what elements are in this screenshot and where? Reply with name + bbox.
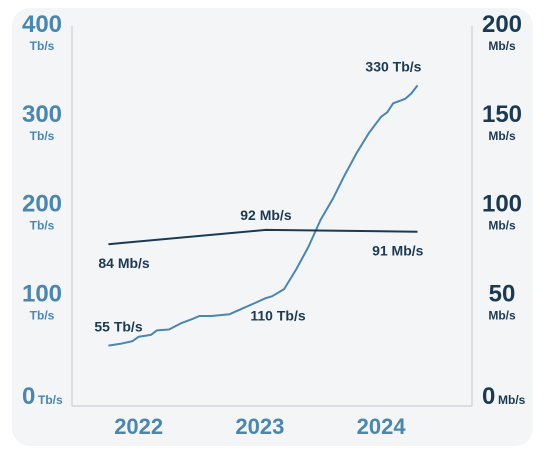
right-tick-unit-2: Mb/s [488,219,516,233]
right-tick-unit-3: Mb/s [488,129,516,143]
right-tick-num-1: 50 [489,280,516,307]
right-tick-unit-1: Mb/s [488,308,516,322]
right-tick-num-0: 0 [482,383,495,410]
left-tick-unit-0: Tb/s [38,393,63,407]
data-label-0-1: 110 Tb/s [250,307,305,323]
x-axis-ticks: 2022 2023 2024 [114,414,406,439]
data-label-1-1: 92 Mb/s [240,207,292,223]
x-tick-2022: 2022 [114,414,163,439]
data-label-1-2: 91 Mb/s [372,243,424,259]
chart-card [12,8,533,446]
series-line-0 [108,84,419,347]
right-tick-num-3: 150 [482,101,522,128]
data-label-0-0: 55 Tb/s [94,319,142,335]
right-tick-unit-4: Mb/s [488,39,516,53]
left-tick-unit-2: Tb/s [30,219,55,233]
left-tick-unit-1: Tb/s [30,308,55,322]
left-tick-num-3: 300 [22,101,62,128]
data-label-1-0: 84 Mb/s [98,255,150,271]
left-tick-unit-3: Tb/s [30,129,55,143]
right-tick-num-2: 100 [482,191,522,218]
series-layer [108,84,419,347]
left-tick-num-0: 0 [22,383,35,410]
left-tick-unit-4: Tb/s [30,39,55,53]
left-tick-num-1: 100 [22,280,62,307]
right-tick-unit-0: Mb/s [498,393,526,407]
right-tick-num-4: 200 [482,11,522,38]
left-tick-num-4: 400 [22,11,62,38]
x-tick-2024: 2024 [357,414,407,439]
left-tick-num-2: 200 [22,191,62,218]
data-labels: 55 Tb/s 110 Tb/s 330 Tb/s 84 Mb/s 92 Mb/s 91 … [94,58,423,334]
series-line-1 [108,228,418,246]
x-tick-2023: 2023 [235,414,284,439]
data-label-0-2: 330 Tb/s [365,58,421,74]
axes [71,26,473,407]
